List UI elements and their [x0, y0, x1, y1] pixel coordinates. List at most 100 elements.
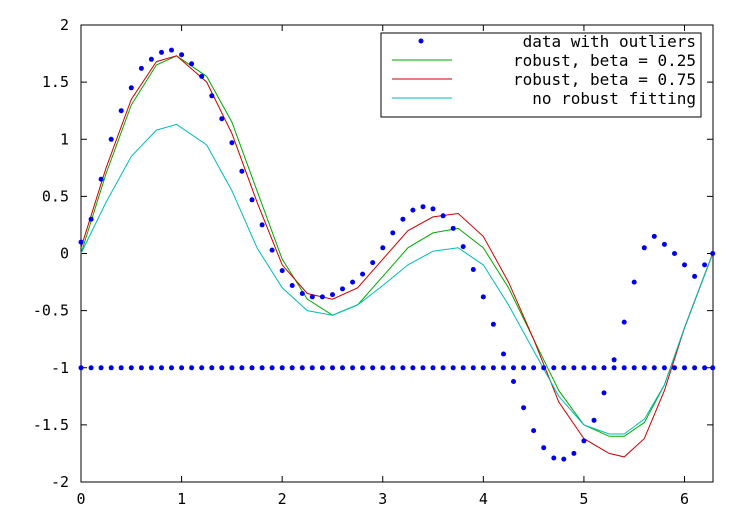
data-point — [108, 136, 114, 142]
data-point — [581, 365, 587, 371]
data-point — [420, 365, 426, 371]
data-point — [319, 365, 325, 371]
data-point — [209, 93, 215, 99]
data-point — [440, 213, 446, 219]
data-point — [219, 116, 225, 122]
data-point — [591, 365, 597, 371]
data-point — [490, 365, 496, 371]
data-point — [319, 294, 325, 300]
data-point — [450, 225, 456, 231]
data-point — [410, 207, 416, 213]
legend-label-0: data with outliers — [523, 32, 696, 51]
legend-box — [380, 32, 702, 118]
data-point — [692, 365, 698, 371]
data-point — [621, 365, 627, 371]
x-tick-label: 0 — [76, 490, 85, 508]
data-point — [138, 65, 144, 71]
data-point — [611, 365, 617, 371]
data-point — [672, 251, 677, 256]
data-point — [199, 73, 205, 79]
data-point — [118, 108, 124, 114]
data-point — [601, 365, 607, 371]
data-point — [611, 357, 617, 363]
data-point — [279, 268, 285, 274]
data-point — [631, 365, 637, 371]
data-point — [511, 365, 516, 371]
data-point — [138, 365, 144, 371]
y-ticks: 2 1.5 1 0.5 0 -0.5 -1 -1.5 -2 — [33, 16, 713, 491]
data-point — [571, 365, 577, 371]
data-point — [420, 204, 426, 210]
series-points — [78, 47, 716, 462]
data-point — [78, 365, 84, 371]
data-point — [159, 365, 164, 371]
data-point — [672, 365, 677, 371]
x-ticks: 0 1 2 3 4 5 6 — [76, 25, 689, 508]
y-tick-label: 1 — [60, 130, 69, 148]
data-point — [360, 271, 366, 277]
data-point — [148, 365, 154, 371]
data-point — [148, 56, 154, 62]
data-point — [289, 283, 295, 288]
data-point — [239, 365, 245, 371]
data-point — [480, 294, 486, 300]
data-point — [571, 450, 577, 456]
data-point — [561, 365, 567, 371]
data-point — [651, 233, 657, 239]
data-point — [551, 455, 557, 461]
data-point — [370, 260, 376, 266]
data-point — [78, 239, 84, 245]
data-point — [98, 365, 104, 371]
data-point — [621, 319, 627, 325]
data-point — [661, 241, 667, 247]
data-point — [641, 365, 647, 371]
y-tick-label: -0.5 — [33, 302, 69, 320]
y-tick-label: -1 — [51, 359, 69, 377]
data-point — [581, 438, 587, 444]
data-point — [350, 279, 356, 285]
data-point — [430, 206, 436, 212]
data-point — [460, 244, 466, 250]
data-point — [400, 365, 406, 371]
data-point — [470, 365, 476, 371]
data-point — [199, 365, 205, 371]
y-tick-label: 0.5 — [42, 187, 69, 205]
series-line-3 — [80, 55, 714, 458]
data-point — [340, 365, 345, 371]
data-point — [370, 365, 376, 371]
data-point — [400, 216, 406, 222]
data-point — [269, 365, 275, 371]
series-line-2 — [80, 55, 714, 437]
data-point — [470, 267, 476, 272]
series-lines — [80, 55, 714, 458]
data-point — [541, 445, 547, 451]
data-point — [209, 365, 215, 371]
data-point — [249, 197, 255, 203]
data-point — [259, 365, 265, 371]
legend-label-1: robust, beta = 0.25 — [513, 51, 696, 70]
data-point — [229, 140, 235, 146]
x-tick-label: 4 — [479, 490, 488, 508]
data-point — [330, 365, 335, 371]
x-tick-label: 6 — [680, 490, 689, 508]
data-point — [410, 365, 416, 371]
data-point — [88, 216, 94, 222]
x-tick-label: 5 — [579, 490, 588, 508]
data-point — [350, 365, 356, 371]
data-point — [541, 365, 547, 371]
y-tick-label: -2 — [51, 473, 69, 491]
data-point — [521, 365, 527, 371]
data-point — [189, 61, 195, 67]
legend-label-3: no robust fitting — [532, 89, 696, 108]
x-tick-label: 2 — [278, 490, 287, 508]
data-point — [511, 379, 516, 384]
data-point — [189, 365, 195, 371]
data-point — [299, 291, 305, 296]
data-point — [108, 365, 114, 371]
data-point — [289, 365, 295, 371]
data-point — [561, 456, 567, 462]
data-point — [692, 273, 698, 279]
data-point — [501, 365, 506, 371]
